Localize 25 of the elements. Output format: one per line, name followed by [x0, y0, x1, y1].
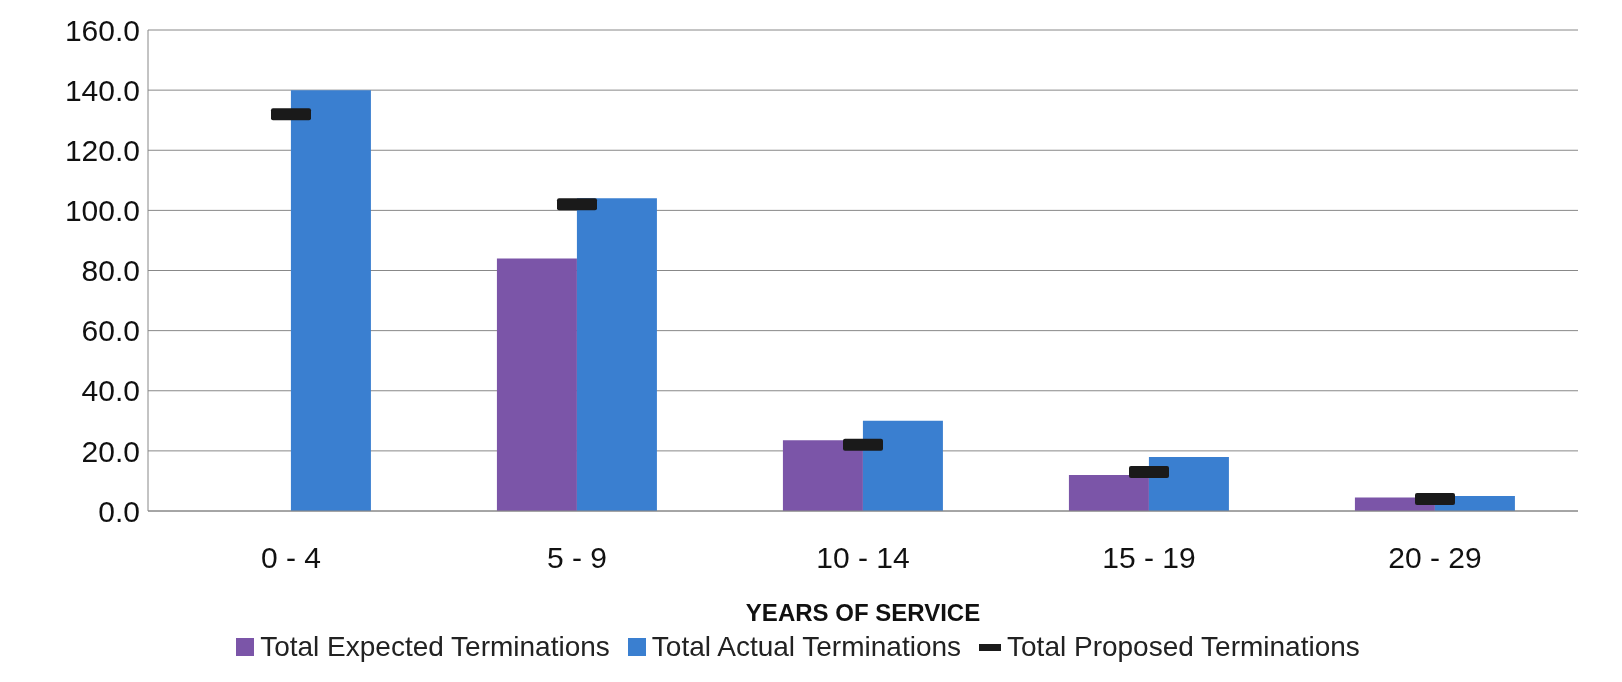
bar [1068, 474, 1149, 511]
bar [1148, 456, 1229, 511]
y-tick-label: 120.0 [64, 133, 140, 167]
x-axis-title: YEARS OF SERVICE [745, 599, 981, 626]
y-tick-label: 140.0 [64, 73, 140, 107]
x-tick-label: 0 - 4 [260, 541, 322, 575]
x-tick-label: 5 - 9 [546, 541, 608, 575]
y-tick-label: 160.0 [64, 13, 140, 47]
y-tick-label: 80.0 [81, 254, 140, 288]
legend-label: Total Proposed Terminations [1006, 631, 1360, 663]
y-tick-label: 20.0 [81, 434, 140, 468]
bar [862, 420, 943, 511]
legend-label: Total Actual Terminations [650, 631, 962, 663]
bar [290, 90, 371, 511]
bar [496, 258, 577, 511]
legend-label: Total Expected Terminations [259, 631, 610, 663]
y-tick-label: 40.0 [81, 374, 140, 408]
y-tick-label: 0.0 [98, 494, 140, 528]
bar [782, 440, 863, 511]
y-tick-label: 60.0 [81, 314, 140, 348]
x-tick-label: 10 - 14 [816, 541, 910, 575]
y-tick-label: 100.0 [64, 194, 140, 228]
bar [576, 198, 657, 511]
x-tick-label: 20 - 29 [1388, 541, 1482, 575]
x-tick-label: 15 - 19 [1102, 541, 1196, 575]
